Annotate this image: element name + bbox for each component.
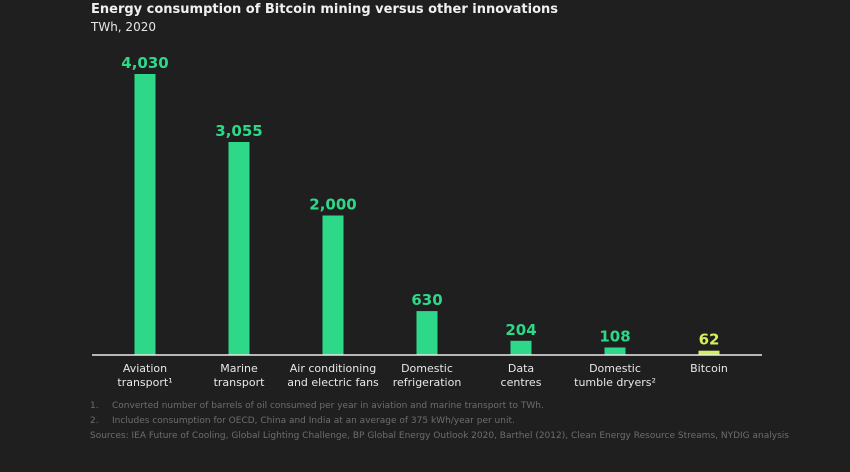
category-label-2: Air conditioning and electric fans bbox=[287, 362, 379, 389]
bar-3 bbox=[416, 311, 438, 355]
value-label-6: 62 bbox=[699, 331, 720, 349]
footnote-2: 2. Includes consumption for OECD, China … bbox=[90, 414, 790, 429]
chart-subtitle: TWh, 2020 bbox=[91, 20, 156, 34]
sources-text: Sources: IEA Future of Cooling, Global L… bbox=[90, 431, 789, 441]
bar-2 bbox=[322, 215, 344, 355]
category-label-5: Domestic tumble dryers² bbox=[574, 362, 656, 389]
bar-6 bbox=[698, 350, 720, 355]
footnote-1-text: Converted number of barrels of oil consu… bbox=[112, 401, 544, 411]
chart-title: Energy consumption of Bitcoin mining ver… bbox=[91, 2, 559, 17]
value-label-2: 2,000 bbox=[309, 196, 356, 214]
bar-4 bbox=[510, 340, 532, 355]
footnote-1: 1. Converted number of barrels of oil co… bbox=[90, 399, 790, 414]
value-label-5: 108 bbox=[599, 328, 630, 346]
bar-5 bbox=[604, 347, 626, 355]
value-label-1: 3,055 bbox=[215, 122, 262, 140]
category-label-6: Bitcoin bbox=[690, 362, 728, 375]
category-label-4: Data centres bbox=[501, 362, 542, 389]
value-label-4: 204 bbox=[505, 321, 536, 339]
value-label-3: 630 bbox=[411, 291, 442, 309]
category-label-0: Aviation transport¹ bbox=[117, 362, 172, 389]
footnote-2-number: 2. bbox=[90, 416, 99, 426]
bar-1 bbox=[228, 142, 250, 355]
footnotes: 1. Converted number of barrels of oil co… bbox=[90, 399, 790, 444]
bar-0 bbox=[134, 74, 156, 355]
category-label-1: Marine transport bbox=[214, 362, 266, 389]
category-label-3: Domestic refrigeration bbox=[393, 362, 462, 389]
footnote-1-number: 1. bbox=[90, 401, 99, 411]
footnote-2-text: Includes consumption for OECD, China and… bbox=[112, 416, 515, 426]
value-label-0: 4,030 bbox=[121, 54, 168, 72]
